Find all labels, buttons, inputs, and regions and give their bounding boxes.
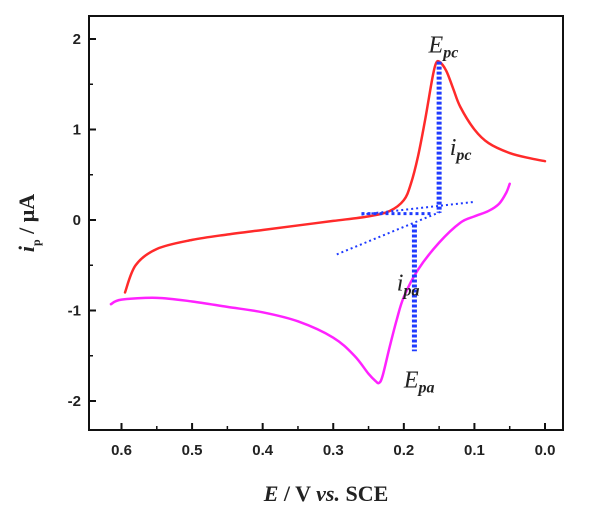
x-tick-label-4: 0.2 [393, 442, 414, 459]
x-tick-label-2: 0.4 [252, 442, 274, 459]
epc-label: Epc [428, 33, 459, 62]
ipa-label: ipa [397, 271, 420, 300]
ticks-layer: 0.6 0.5 0.4 0.3 0.2 0.1 0.0 -2 -1 0 1 2 [68, 31, 556, 459]
plot-frame [88, 15, 564, 431]
x-tick-label-6: 0.0 [535, 442, 556, 459]
x-axis-title: E / V vs. SCE [263, 481, 389, 506]
y-axis-title: ip / μA [14, 194, 43, 252]
cathodic-baseline-line [361, 200, 475, 216]
y-tick-label-4: 2 [73, 31, 81, 48]
x-tick-label-3: 0.3 [323, 442, 344, 459]
y-tick-label-2: 0 [73, 212, 81, 229]
x-tick-label-5: 0.1 [464, 442, 485, 459]
epa-label: Epa [403, 367, 435, 396]
y-tick-label-1: -1 [68, 303, 81, 320]
x-tick-label-1: 0.5 [182, 442, 203, 459]
x-tick-label-0: 0.6 [111, 442, 132, 459]
y-tick-label-3: 1 [73, 122, 81, 139]
series-layer [109, 59, 547, 385]
y-tick-label-0: -2 [68, 393, 81, 410]
guides-layer [336, 61, 475, 352]
series-line-0 [123, 59, 547, 294]
ipc-label: ipc [450, 135, 472, 164]
anodic-baseline-line [336, 210, 444, 256]
series-line-1 [109, 182, 511, 385]
